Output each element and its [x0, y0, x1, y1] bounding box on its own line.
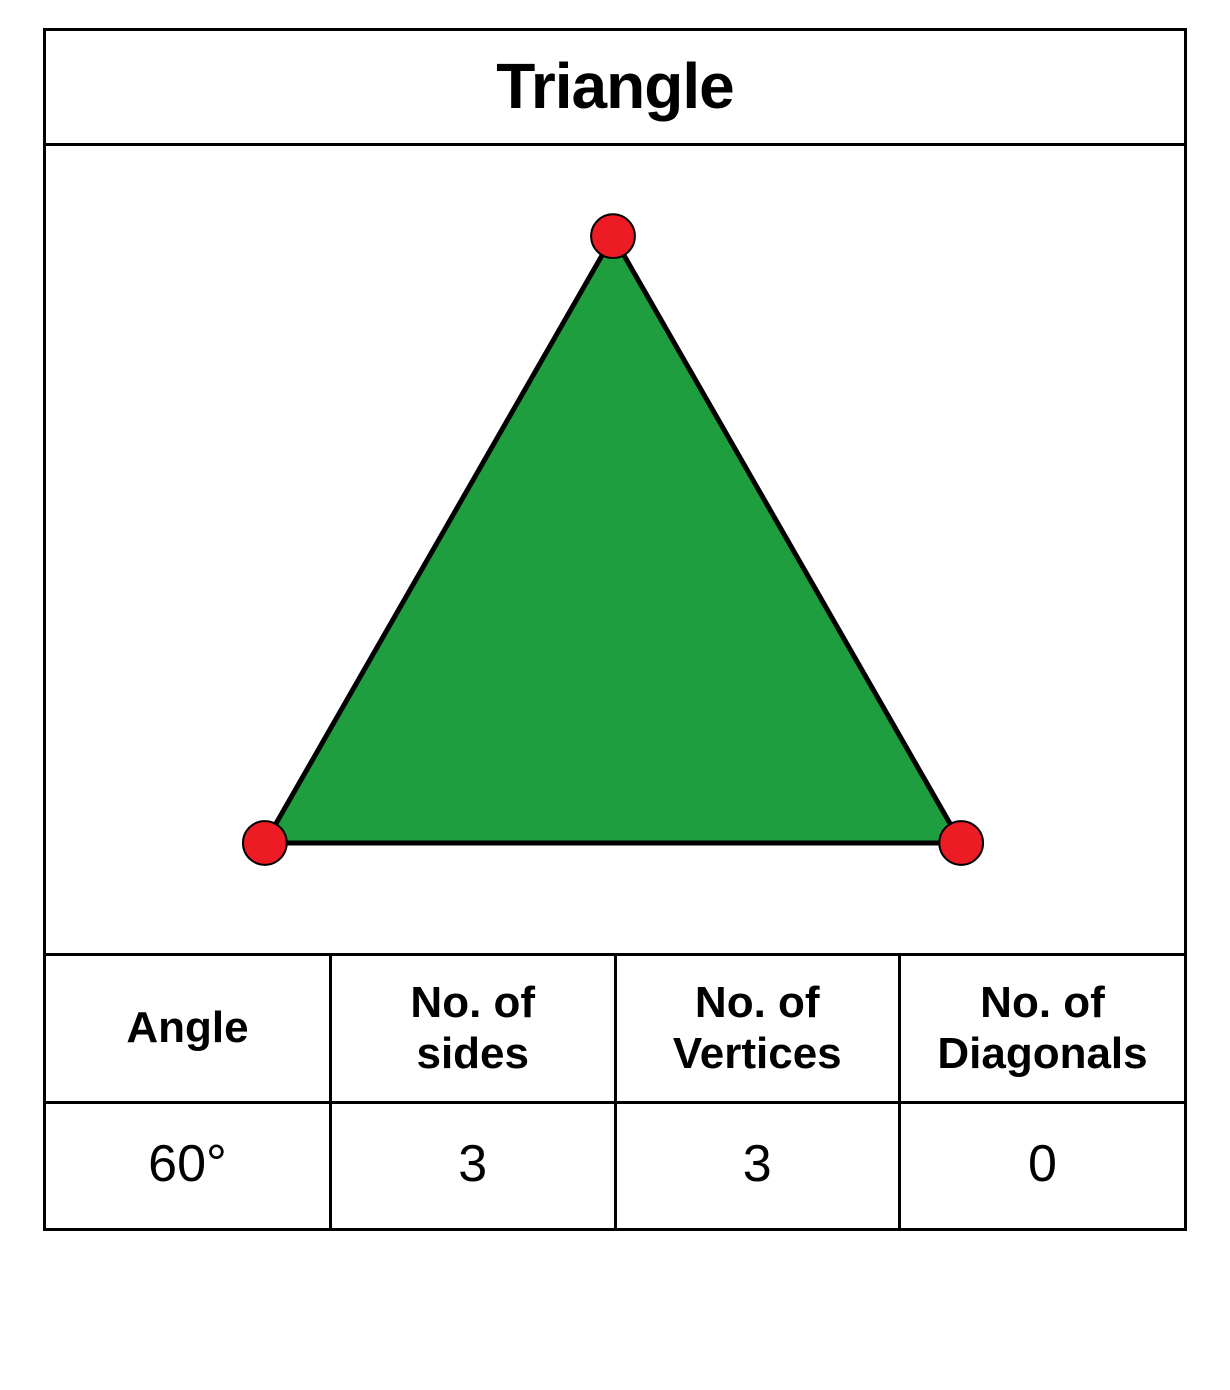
value-sides: 3 [331, 1103, 616, 1229]
triangle-svg [46, 146, 1184, 953]
header-sides: No. ofsides [331, 956, 616, 1103]
value-vertices: 3 [615, 1103, 900, 1229]
header-angle: Angle [46, 956, 331, 1103]
shape-title: Triangle [46, 49, 1184, 123]
properties-value-row: 60° 3 3 0 [46, 1103, 1184, 1229]
triangle-polygon [265, 236, 961, 843]
header-vertices: No. ofVertices [615, 956, 900, 1103]
vertex-dot-0 [591, 214, 635, 258]
properties-table: Angle No. ofsides No. ofVertices No. ofD… [46, 956, 1184, 1228]
properties-header-row: Angle No. ofsides No. ofVertices No. ofD… [46, 956, 1184, 1103]
title-row: Triangle [46, 31, 1184, 146]
value-angle: 60° [46, 1103, 331, 1229]
shape-info-card: Triangle Angle No. ofsides No. ofVertice… [43, 28, 1187, 1231]
shape-diagram [46, 146, 1184, 956]
vertex-dot-2 [939, 821, 983, 865]
header-diagonals: No. ofDiagonals [900, 956, 1185, 1103]
vertex-dot-1 [243, 821, 287, 865]
value-diagonals: 0 [900, 1103, 1185, 1229]
